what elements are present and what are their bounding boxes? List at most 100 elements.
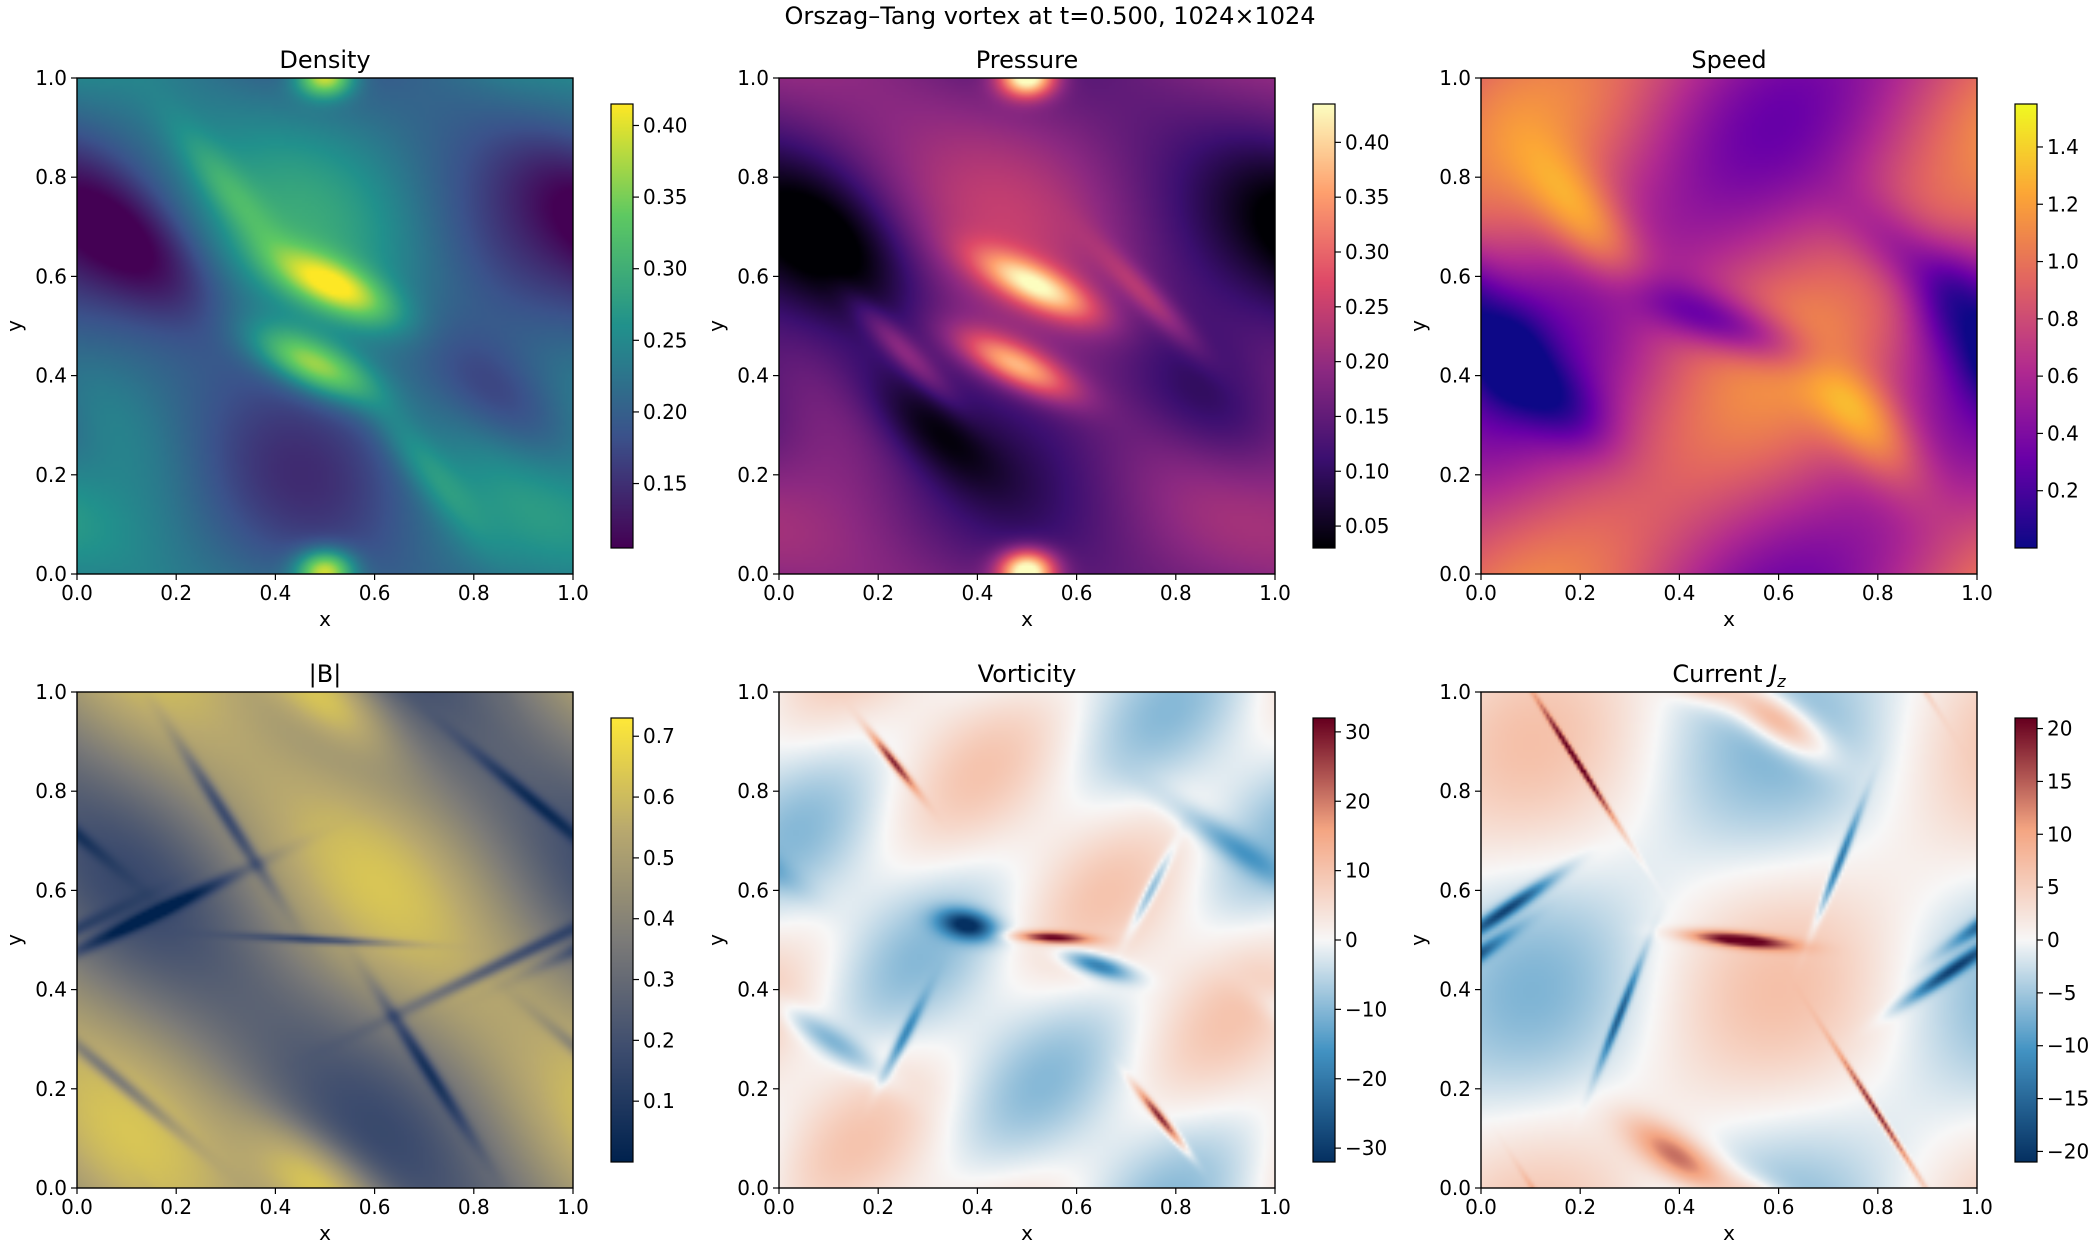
y-tick-label: 0.6: [737, 878, 769, 902]
x-tick-label: 0.8: [458, 1195, 490, 1219]
panel-title-subscript: z: [1776, 672, 1786, 691]
y-axis-label: y: [704, 934, 728, 946]
x-tick-label: 1.0: [1961, 581, 1993, 605]
colorbar-tick-label: −15: [2047, 1087, 2089, 1111]
x-tick-label: 0.4: [1663, 1195, 1695, 1219]
colorbar-tick-label: 0.05: [1345, 514, 1390, 538]
panel-title: Current Jz: [1672, 660, 1786, 691]
x-axis-label: x: [1021, 607, 1033, 631]
x-tick-label: 0.4: [961, 1195, 993, 1219]
colorbar-tick-label: 0.20: [643, 400, 688, 424]
colorbar-tick-label: 0.10: [1345, 459, 1390, 483]
panel-title-text: Speed: [1691, 46, 1766, 74]
colorbar-tick-label: 0.1: [643, 1089, 675, 1113]
x-tick-label: 0.2: [160, 581, 192, 605]
y-tick-label: 0.2: [35, 1077, 67, 1101]
y-tick-label: 0.0: [35, 562, 67, 586]
y-axis-label: y: [1406, 320, 1430, 332]
colorbar-tick-label: 0.8: [2047, 307, 2079, 331]
colorbar-tick-label: 0.20: [1345, 350, 1390, 374]
colorbar-tick-label: 5: [2047, 875, 2060, 899]
colorbar: −20 −15 −10 −5 0 5 10 15 20: [2014, 717, 2089, 1163]
panel-title-math: J: [1766, 660, 1777, 688]
colorbar: 0.2 0.4 0.6 0.8 1.0 1.2 1.4: [2014, 103, 2079, 549]
x-tick-label: 1.0: [1961, 1195, 1993, 1219]
axes-frame: [1480, 691, 1978, 1189]
heatmap-image: [77, 692, 573, 1188]
figure-title: Orszag–Tang vortex at t=0.500, 1024×1024: [784, 2, 1315, 30]
colorbar-tick-label: 0.2: [2047, 479, 2079, 503]
colorbar-tick-label: 20: [1345, 789, 1370, 813]
x-tick-label: 0.0: [1465, 1195, 1497, 1219]
colorbar-gradient: [1313, 718, 1335, 1162]
y-tick-label: 0.8: [35, 779, 67, 803]
colorbar-tick-label: 1.2: [2047, 192, 2079, 216]
x-axis-label: x: [319, 1221, 331, 1245]
y-tick-label: 0.4: [1439, 978, 1471, 1002]
y-tick-label: 0.6: [737, 264, 769, 288]
colorbar-gradient: [1313, 104, 1335, 548]
y-tick-label: 0.0: [737, 562, 769, 586]
colorbar-frame: [1312, 103, 1336, 549]
x-tick-label: 0.4: [961, 581, 993, 605]
x-tick-label: 0.6: [359, 581, 391, 605]
heatmap-image: [779, 692, 1275, 1188]
colorbar-tick-label: 0.4: [643, 907, 675, 931]
x-tick-label: 0.0: [763, 581, 795, 605]
y-tick-label: 0.2: [737, 1077, 769, 1101]
x-tick-label: 0.6: [1061, 1195, 1093, 1219]
heatmap-image: [77, 78, 573, 574]
colorbar-tick-label: 0.4: [2047, 421, 2079, 445]
x-tick-label: 0.6: [359, 1195, 391, 1219]
x-tick-label: 0.2: [1564, 1195, 1596, 1219]
colorbar-tick-label: 15: [2047, 769, 2072, 793]
x-tick-label: 1.0: [557, 581, 589, 605]
y-tick-label: 1.0: [35, 66, 67, 90]
y-tick-label: 0.0: [35, 1176, 67, 1200]
x-tick-label: 0.6: [1763, 581, 1795, 605]
y-tick-label: 0.0: [1439, 562, 1471, 586]
colorbar-tick-label: 0.15: [643, 472, 688, 496]
x-tick-label: 0.4: [259, 1195, 291, 1219]
x-tick-label: 0.2: [160, 1195, 192, 1219]
colorbar: 0.15 0.20 0.25 0.30 0.35 0.40: [610, 103, 688, 549]
panel-density: Density 0.0 0.2 0.4 0.6 0.8 1.0 0.0 0.2 0.4 0.6 0.8…: [2, 46, 688, 631]
axes-frame: [76, 691, 574, 1189]
heatmap-image: [1481, 692, 1977, 1188]
x-axis-label: x: [1723, 607, 1735, 631]
x-tick-label: 1.0: [1259, 581, 1291, 605]
y-axis-label: y: [704, 320, 728, 332]
colorbar-tick-label: −20: [2047, 1139, 2089, 1163]
y-tick-label: 1.0: [737, 66, 769, 90]
panel-title-text: Vorticity: [978, 660, 1077, 688]
x-tick-label: 0.2: [1564, 581, 1596, 605]
colorbar-tick-label: 0.40: [1345, 130, 1390, 154]
panel-title-text: Density: [279, 46, 370, 74]
colorbar-tick-label: 1.0: [2047, 250, 2079, 274]
x-tick-label: 0.0: [763, 1195, 795, 1219]
heatmap-image: [779, 78, 1275, 574]
x-axis-label: x: [319, 607, 331, 631]
axes-frame: [1480, 77, 1978, 575]
colorbar-tick-label: 0.40: [643, 113, 688, 137]
y-tick-label: 1.0: [737, 680, 769, 704]
colorbar-tick-label: −30: [1345, 1136, 1387, 1160]
colorbar-tick-label: 0.15: [1345, 404, 1390, 428]
x-tick-label: 0.2: [862, 1195, 894, 1219]
colorbar-tick-label: 20: [2047, 717, 2072, 741]
heatmap-image: [1481, 78, 1977, 574]
colorbar-tick-label: 0.30: [1345, 240, 1390, 264]
y-tick-label: 0.6: [1439, 264, 1471, 288]
x-tick-label: 0.4: [1663, 581, 1695, 605]
colorbar-tick-label: 1.4: [2047, 135, 2079, 159]
y-tick-label: 0.2: [1439, 1077, 1471, 1101]
panel-vorticity: Vorticity 0.0 0.2 0.4 0.6 0.8 1.0 0.0 0.2 0.4 0.6 0…: [704, 660, 1387, 1245]
x-tick-label: 0.6: [1763, 1195, 1795, 1219]
x-tick-label: 1.0: [1259, 1195, 1291, 1219]
panel-speed: Speed 0.0 0.2 0.4 0.6 0.8 1.0 0.0 0.2 0.4 0.6 0.8 1.…: [1406, 46, 2079, 631]
panel-pressure: Pressure 0.0 0.2 0.4 0.6 0.8 1.0 0.0 0.2 0.4 0.6 0.…: [704, 46, 1390, 631]
y-tick-label: 0.4: [1439, 364, 1471, 388]
colorbar-frame: [610, 103, 634, 549]
y-tick-label: 0.8: [737, 165, 769, 189]
colorbar: −30 −20 −10 0 10 20 30: [1312, 717, 1387, 1163]
